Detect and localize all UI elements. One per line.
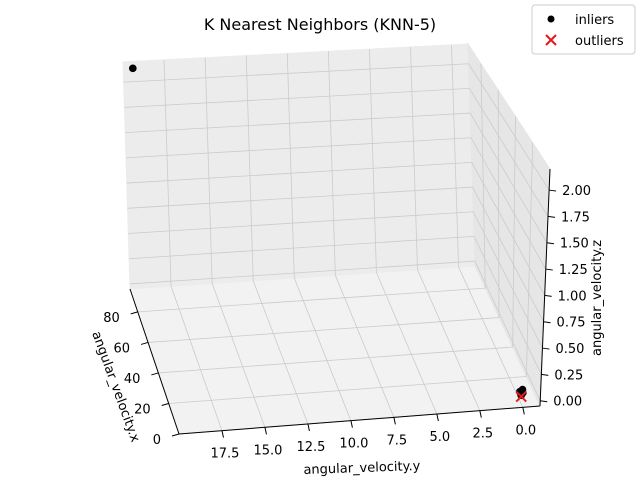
z-tick-label: 0.75	[557, 316, 586, 331]
gridline-z	[127, 186, 544, 322]
gridline-z	[125, 112, 548, 243]
x-tick-label: 20	[134, 402, 151, 417]
floor-pane	[129, 265, 541, 435]
legend-marker-outliers	[545, 34, 557, 46]
y-tick-label: 5.0	[430, 430, 451, 445]
legend-label-inliers: inliers	[575, 13, 614, 28]
legend-marker-inliers	[547, 15, 555, 23]
gridline-y	[245, 55, 309, 425]
x-tick-mark	[130, 311, 138, 315]
x-tick-label: 0	[153, 433, 161, 448]
z-tick-mark	[541, 373, 549, 376]
y-tick-label: 0.0	[515, 423, 536, 438]
y-tick-label: 2.5	[472, 427, 493, 442]
gridline-x	[137, 63, 486, 313]
x-tick-mark	[151, 372, 159, 376]
gridline-y	[451, 44, 524, 408]
legend-label-outliers: outliers	[575, 34, 624, 49]
z-tick-label: 1.00	[558, 289, 587, 304]
y-tick-mark	[264, 427, 267, 435]
point-inliers	[518, 385, 527, 394]
z-tick-mark	[542, 347, 550, 350]
z-tick-label: 1.75	[561, 210, 590, 225]
gridline-z	[129, 260, 541, 401]
y-tick-mark	[350, 420, 353, 428]
y-tick-mark	[221, 430, 224, 438]
z-tick-label: 0.00	[553, 395, 582, 410]
x-tick-mark	[161, 402, 169, 406]
y-tick-label: 15.0	[253, 443, 282, 458]
z-tick-label: 1.25	[559, 263, 588, 278]
z-tick-mark	[544, 294, 552, 297]
y-tick-label: 12.5	[296, 440, 325, 455]
data-points	[129, 64, 527, 403]
y-axis-label: angular_velocity.y	[303, 459, 421, 478]
point-outliers-stroke	[515, 390, 527, 403]
z-tick-mark	[547, 215, 556, 218]
legend-frame	[531, 4, 636, 55]
x-tick-mark	[171, 433, 180, 437]
z-axis-line	[539, 168, 551, 407]
y-tick-mark	[436, 413, 439, 422]
z-tick-mark	[543, 321, 551, 324]
z-axis-label: angular_velocity.z	[590, 240, 605, 356]
gridline-z	[128, 211, 543, 349]
gridline-z	[129, 235, 542, 375]
y-tick-mark	[479, 410, 482, 418]
y-tick-label: 7.5	[387, 433, 408, 448]
legend: inliers outliers	[531, 4, 636, 55]
gridline-x	[158, 116, 516, 374]
gridline-y	[369, 49, 438, 415]
z-tick-label: 0.25	[554, 368, 583, 383]
x-tick-label: 60	[114, 341, 131, 356]
gridline-y	[410, 46, 481, 411]
y-tick-mark	[522, 407, 525, 415]
z-tick-label: 0.50	[555, 342, 584, 357]
axes-panes	[122, 42, 551, 435]
x-tick-label: 40	[124, 372, 141, 387]
gridline-y	[204, 57, 266, 428]
y-tick-label: 17.5	[210, 447, 239, 462]
gridline-y	[327, 51, 395, 418]
gridline-y	[163, 59, 223, 431]
point-outliers	[515, 390, 527, 403]
gridline-z	[126, 161, 546, 296]
y-tick-mark	[393, 417, 396, 425]
point-inliers	[129, 64, 137, 73]
x-tick-label: 80	[103, 311, 120, 326]
back-pane	[122, 43, 476, 290]
x-axis-line	[129, 288, 180, 435]
gridline-z	[125, 137, 547, 270]
z-tick-mark	[540, 400, 548, 403]
z-tick-mark	[545, 268, 553, 271]
gridline-x	[168, 142, 534, 404]
gridline-x	[148, 90, 500, 343]
chart-title: K Nearest Neighbors (KNN-5)	[204, 15, 436, 34]
y-tick-mark	[307, 423, 310, 432]
x-tick-mark	[140, 341, 149, 345]
axes-ticks: 0.0 2.5 5.0 7.5 10.0 12.5 15.0 17.5 0 20 40 60 80 0.0…	[103, 184, 591, 462]
z-tick-label: 2.00	[562, 184, 591, 199]
z-tick-mark	[546, 242, 554, 245]
gridline-z	[124, 87, 549, 217]
gridline-y	[286, 53, 352, 421]
z-tick-label: 1.50	[560, 237, 589, 252]
y-tick-label: 10.0	[339, 437, 368, 452]
z-tick-mark	[549, 189, 557, 192]
gridline-z	[123, 63, 550, 191]
